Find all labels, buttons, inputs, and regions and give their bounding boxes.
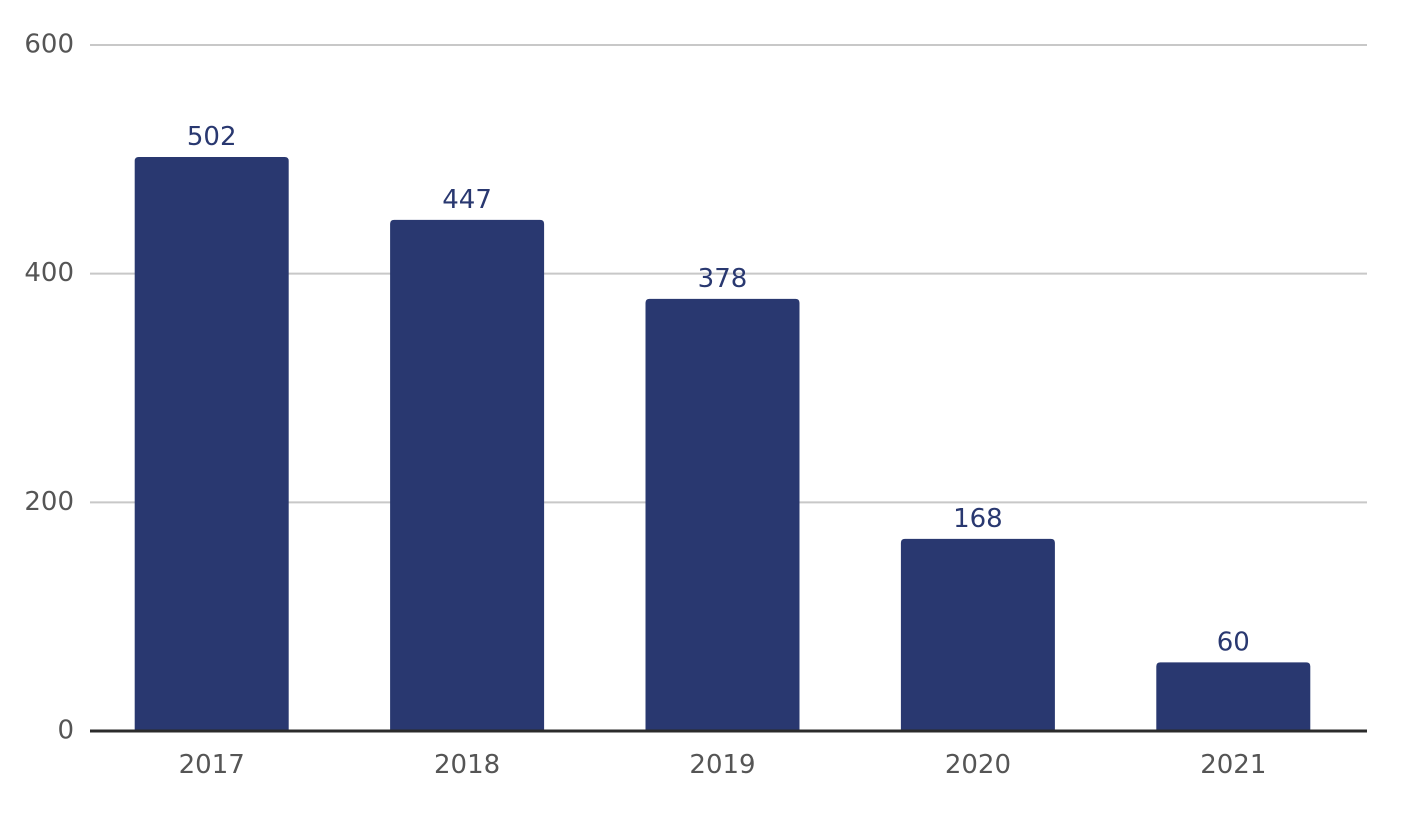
data-label-2017: 502	[187, 122, 237, 152]
x-axis-ticks: 2017 2018 2019 2020 2021	[179, 750, 1267, 780]
x-tick-label-2018: 2018	[434, 750, 500, 780]
data-label-2018: 447	[442, 185, 492, 215]
x-tick-label-2017: 2017	[179, 750, 245, 780]
x-tick-label-2021: 2021	[1200, 750, 1266, 780]
x-tick-label-2019: 2019	[689, 750, 755, 780]
bar-2019	[645, 298, 800, 731]
data-label-2019: 378	[698, 264, 748, 294]
x-tick-label-2020: 2020	[945, 750, 1011, 780]
bars	[134, 157, 1311, 732]
y-axis-ticks: 0 200 400 600	[24, 30, 74, 746]
bar-2017	[134, 157, 289, 732]
data-label-2020: 168	[953, 504, 1003, 534]
bar-2020	[900, 538, 1055, 731]
y-tick-label-600: 600	[24, 30, 74, 60]
y-tick-label-200: 200	[24, 487, 74, 517]
y-tick-label-400: 400	[24, 258, 74, 288]
y-tick-label-0: 0	[57, 716, 74, 746]
data-label-2021: 60	[1217, 627, 1250, 657]
bar-2021	[1156, 662, 1311, 731]
bar-2018	[390, 219, 545, 731]
data-labels: 502 447 378 168 60	[187, 122, 1250, 657]
